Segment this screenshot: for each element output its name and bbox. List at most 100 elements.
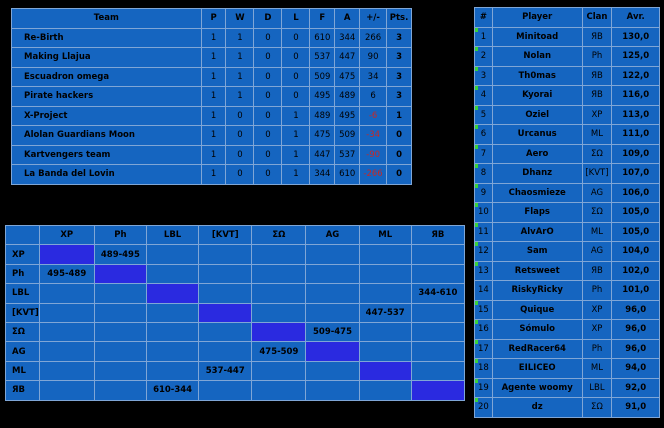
player-average-cell: 91,0 <box>611 397 660 418</box>
matrix-score-cell <box>358 321 412 343</box>
standings-diff-cell: 266 <box>359 27 388 48</box>
matrix-col-header: AG <box>305 224 360 246</box>
matrix-score-cell <box>198 283 253 304</box>
standings-l-cell: 0 <box>281 47 311 68</box>
player-name-cell: Oziel <box>491 104 583 125</box>
matrix-score-cell <box>93 321 147 343</box>
player-average-cell: 92,0 <box>611 377 660 398</box>
rank-cell: 10 <box>474 202 493 223</box>
matrix-score-cell <box>93 302 147 323</box>
matrix-score-cell <box>38 380 95 401</box>
ranking-row: 11 AlvArO ML 105,0 <box>474 221 660 242</box>
ranking-row: 8 Dhanz [KVT] 107,0 <box>474 163 660 184</box>
player-ranking-table: # Player Clan Avr. 1 Minitoad ЯB 130,0 2 Nolan Ph… <box>474 7 660 418</box>
matrix-score-cell <box>145 302 200 323</box>
team-name-cell: Re-Birth <box>11 27 202 48</box>
standings-l-cell: 1 <box>281 144 311 165</box>
standings-diff-cell: 34 <box>359 66 388 87</box>
standings-header-row: Team P W D L F A +/- Pts. <box>11 8 412 29</box>
player-name-cell: dz <box>491 397 583 418</box>
standings-row: Kartvengers team 1 0 0 1 447 537 -90 0 <box>11 144 412 165</box>
standings-p-cell: 1 <box>200 27 227 48</box>
matrix-score-cell <box>38 341 95 362</box>
standings-diff-cell: -34 <box>359 125 388 146</box>
team-name-cell: La Banda del Lovin <box>11 164 202 185</box>
standings-row: Pirate hackers 1 1 0 0 495 489 6 3 <box>11 86 412 107</box>
player-clan-cell: ΣΩ <box>581 143 613 164</box>
ranking-col-header: Player <box>491 7 583 28</box>
team-name-cell: Escuadron omega <box>11 66 202 87</box>
rank-cell: 7 <box>474 143 493 164</box>
matrix-score-cell <box>410 302 466 323</box>
standings-d-cell: 0 <box>253 125 283 146</box>
rank-cell: 5 <box>474 104 493 125</box>
standings-diff-cell: -90 <box>359 144 388 165</box>
standings-pts-cell: 3 <box>386 47 412 68</box>
rank-cell: 1 <box>474 26 493 47</box>
standings-d-cell: 0 <box>253 66 283 87</box>
standings-a-cell: 610 <box>334 164 361 185</box>
standings-col-header: P <box>200 8 227 29</box>
rank-cell: 2 <box>474 46 493 67</box>
rank-cell: 15 <box>474 299 493 320</box>
matrix-row-header: [KVT] <box>5 302 40 323</box>
matrix-score-cell <box>305 302 360 323</box>
player-clan-cell: LBL <box>581 377 613 398</box>
standings-f-cell: 489 <box>309 105 336 126</box>
matrix-score-cell <box>198 321 253 343</box>
matrix-row: XP 489-495 <box>5 244 466 265</box>
player-average-cell: 116,0 <box>611 85 660 106</box>
standings-l-cell: 0 <box>281 66 311 87</box>
matrix-row: ML 537-447 <box>5 360 466 382</box>
player-average-cell: 109,0 <box>611 143 660 164</box>
matrix-score-cell: 447-537 <box>358 302 412 323</box>
player-average-cell: 107,0 <box>611 163 660 184</box>
ranking-row: 10 Flaps ΣΩ 105,0 <box>474 202 660 223</box>
matrix-row: ЯB 610-344 <box>5 380 466 401</box>
standings-diff-cell: 6 <box>359 86 388 107</box>
standings-pts-cell: 3 <box>386 86 412 107</box>
standings-w-cell: 1 <box>225 86 255 107</box>
rank-cell: 18 <box>474 358 493 379</box>
standings-row: Making Llajua 1 1 0 0 537 447 90 3 <box>11 47 412 68</box>
standings-d-cell: 0 <box>253 86 283 107</box>
standings-col-header: +/- <box>359 8 388 29</box>
ranking-row: 14 RiskyRicky Ph 101,0 <box>474 280 660 301</box>
standings-l-cell: 1 <box>281 105 311 126</box>
matrix-score-cell: 475-509 <box>251 341 307 362</box>
matrix-score-cell <box>198 341 253 362</box>
matrix-col-header: ЯB <box>410 224 466 246</box>
player-average-cell: 105,0 <box>611 221 660 242</box>
standings-diff-cell: 90 <box>359 47 388 68</box>
rank-cell: 11 <box>474 221 493 242</box>
matrix-row: [KVT] 447-537 <box>5 302 466 323</box>
matrix-score-cell <box>38 321 95 343</box>
standings-l-cell: 0 <box>281 86 311 107</box>
matrix-score-cell <box>358 244 412 265</box>
matrix-score-cell <box>198 263 253 285</box>
matrix-score-cell <box>358 380 412 401</box>
matrix-score-cell <box>305 380 360 401</box>
matrix-row-header: XP <box>5 244 40 265</box>
ranking-row: 16 Sómulo XP 96,0 <box>474 319 660 340</box>
player-name-cell: RedRacer64 <box>491 338 583 359</box>
standings-diff-cell: -266 <box>359 164 388 185</box>
standings-pts-cell: 0 <box>386 164 412 185</box>
player-name-cell: Urcanus <box>491 124 583 145</box>
matrix-self-cell <box>410 380 466 401</box>
standings-col-header: D <box>253 8 283 29</box>
standings-a-cell: 475 <box>334 66 361 87</box>
standings-col-header: L <box>281 8 311 29</box>
player-clan-cell: ΣΩ <box>581 397 613 418</box>
player-name-cell: Nolan <box>491 46 583 67</box>
matrix-body: XP 489-495 Ph 495-489 LBL 344-610 [KVT] 447-537… <box>5 244 466 401</box>
matrix-score-cell <box>410 360 466 382</box>
player-name-cell: Minitoad <box>491 26 583 47</box>
player-clan-cell: Ph <box>581 280 613 301</box>
rank-cell: 4 <box>474 85 493 106</box>
matrix-score-cell <box>305 244 360 265</box>
player-clan-cell: ЯB <box>581 65 613 86</box>
player-average-cell: 102,0 <box>611 260 660 281</box>
standings-diff-cell: -6 <box>359 105 388 126</box>
matrix-score-cell <box>145 360 200 382</box>
